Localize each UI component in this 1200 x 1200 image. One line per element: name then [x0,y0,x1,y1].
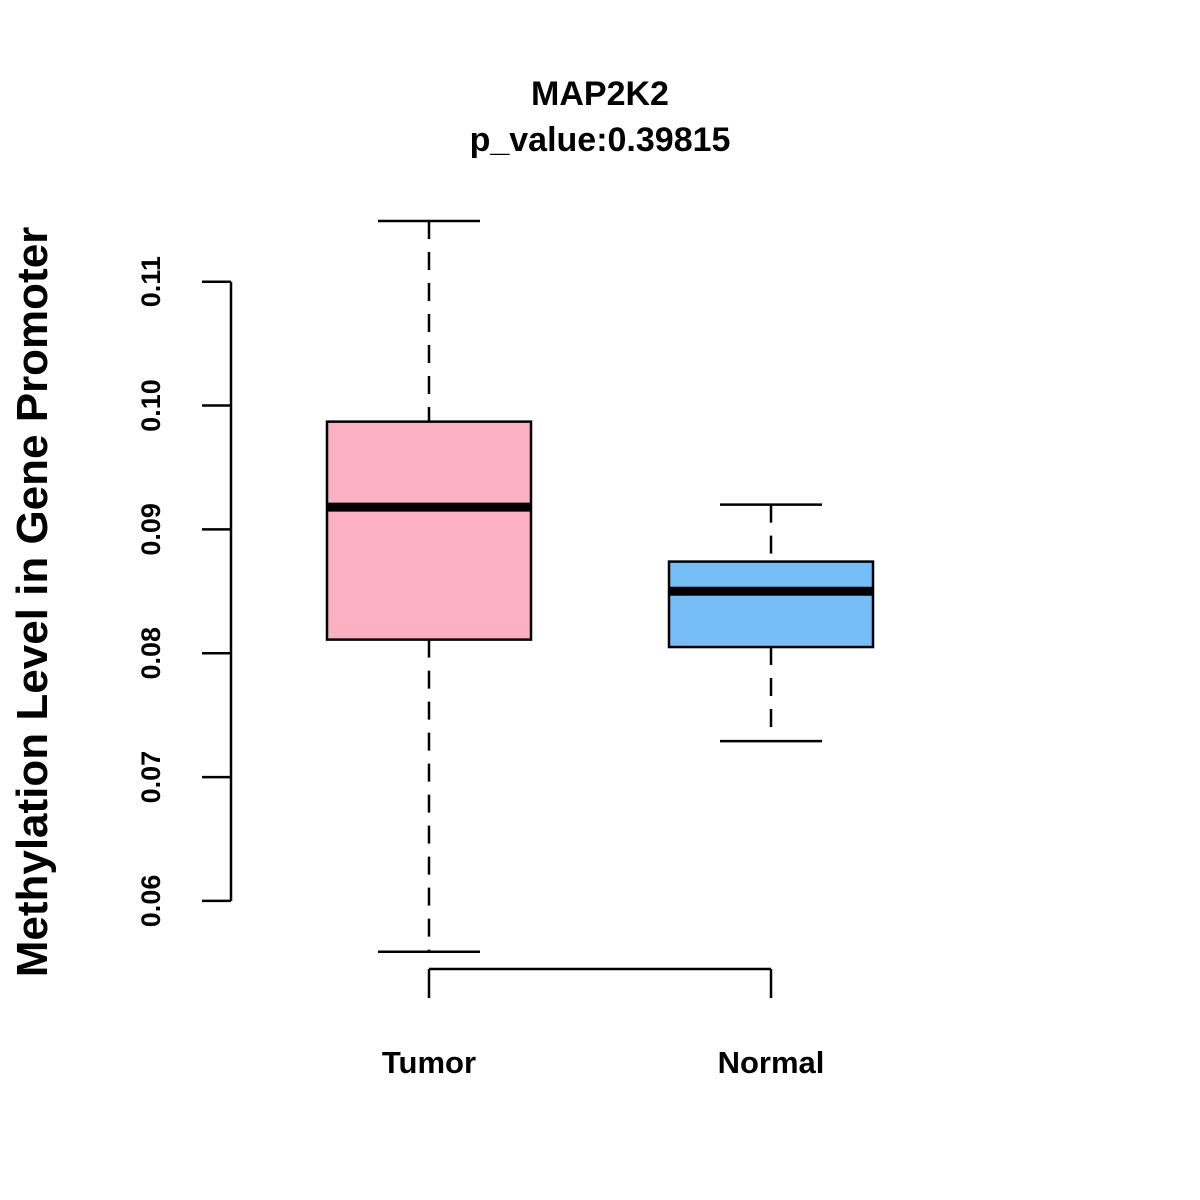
y-axis: 0.06 0.07 0.08 0.09 0.10 0.11 [136,256,233,928]
y-tick-label: 0.07 [136,751,166,804]
y-axis-label: Methylation Level in Gene Promoter [8,227,57,978]
y-tick-label: 0.10 [136,379,166,432]
tumor-box [325,420,533,641]
normal-box [667,560,875,649]
box-group [325,219,875,953]
chart-subtitle: p_value:0.39815 [470,121,731,159]
y-tick-label: 0.06 [136,875,166,928]
chart-title: MAP2K2 [531,75,669,113]
x-axis: Tumor Normal [382,967,825,1080]
x-tick-label-normal: Normal [718,1045,825,1080]
y-tick-label: 0.08 [136,627,166,680]
y-tick-label: 0.09 [136,503,166,556]
x-tick-label-tumor: Tumor [382,1045,476,1080]
y-tick-label: 0.11 [136,256,166,307]
